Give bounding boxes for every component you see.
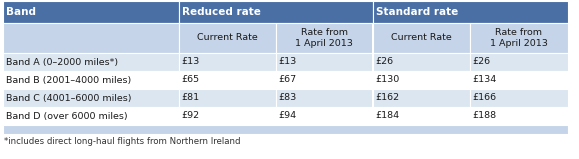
Bar xyxy=(373,23,470,53)
Text: Band C (4001–6000 miles): Band C (4001–6000 miles) xyxy=(6,93,131,103)
Text: £81: £81 xyxy=(182,93,200,103)
Bar xyxy=(276,89,373,107)
Bar xyxy=(179,89,276,107)
Text: £26: £26 xyxy=(472,58,490,66)
Text: £13: £13 xyxy=(182,58,200,66)
Bar xyxy=(3,1,179,23)
Text: Band D (over 6000 miles): Band D (over 6000 miles) xyxy=(6,111,127,121)
Bar xyxy=(3,71,179,89)
Text: *includes direct long-haul flights from Northern Ireland: *includes direct long-haul flights from … xyxy=(3,137,240,146)
Text: Band: Band xyxy=(6,7,36,17)
Text: £188: £188 xyxy=(472,111,497,121)
Bar xyxy=(373,71,470,89)
Bar xyxy=(179,23,276,53)
Text: Current Rate: Current Rate xyxy=(391,34,452,42)
Bar xyxy=(276,23,373,53)
Text: £184: £184 xyxy=(376,111,400,121)
Text: £130: £130 xyxy=(376,76,400,84)
Bar xyxy=(276,107,373,125)
Text: Reduced rate: Reduced rate xyxy=(182,7,261,17)
Text: Band B (2001–4000 miles): Band B (2001–4000 miles) xyxy=(6,76,131,84)
Bar xyxy=(276,53,373,71)
Bar xyxy=(470,107,568,125)
Bar xyxy=(372,107,373,125)
Bar xyxy=(372,89,373,107)
Bar xyxy=(470,53,568,71)
Bar xyxy=(179,107,276,125)
Bar xyxy=(3,125,568,134)
Bar xyxy=(470,89,568,107)
Text: Rate from
1 April 2013: Rate from 1 April 2013 xyxy=(295,28,353,48)
Text: £67: £67 xyxy=(278,76,297,84)
Bar xyxy=(373,89,470,107)
Bar xyxy=(3,23,179,53)
Bar xyxy=(179,53,276,71)
Bar xyxy=(179,71,276,89)
Bar xyxy=(373,53,470,71)
Text: £65: £65 xyxy=(182,76,200,84)
Text: £26: £26 xyxy=(376,58,394,66)
Text: £92: £92 xyxy=(182,111,200,121)
Bar xyxy=(372,23,373,53)
Bar xyxy=(179,1,373,23)
Bar xyxy=(372,53,373,71)
Text: £83: £83 xyxy=(278,93,297,103)
Bar xyxy=(3,89,179,107)
Bar xyxy=(3,53,179,71)
Text: Current Rate: Current Rate xyxy=(197,34,258,42)
Bar xyxy=(373,1,568,23)
Text: £134: £134 xyxy=(472,76,497,84)
Text: Rate from
1 April 2013: Rate from 1 April 2013 xyxy=(490,28,548,48)
Bar xyxy=(470,23,568,53)
Bar xyxy=(373,107,470,125)
Bar xyxy=(276,71,373,89)
Text: £94: £94 xyxy=(278,111,297,121)
Text: £166: £166 xyxy=(472,93,497,103)
Text: £162: £162 xyxy=(376,93,400,103)
Bar xyxy=(470,71,568,89)
Bar xyxy=(372,71,373,89)
Text: Standard rate: Standard rate xyxy=(376,7,458,17)
Text: Band A (0–2000 miles*): Band A (0–2000 miles*) xyxy=(6,58,118,66)
Bar xyxy=(3,107,179,125)
Text: £13: £13 xyxy=(278,58,297,66)
